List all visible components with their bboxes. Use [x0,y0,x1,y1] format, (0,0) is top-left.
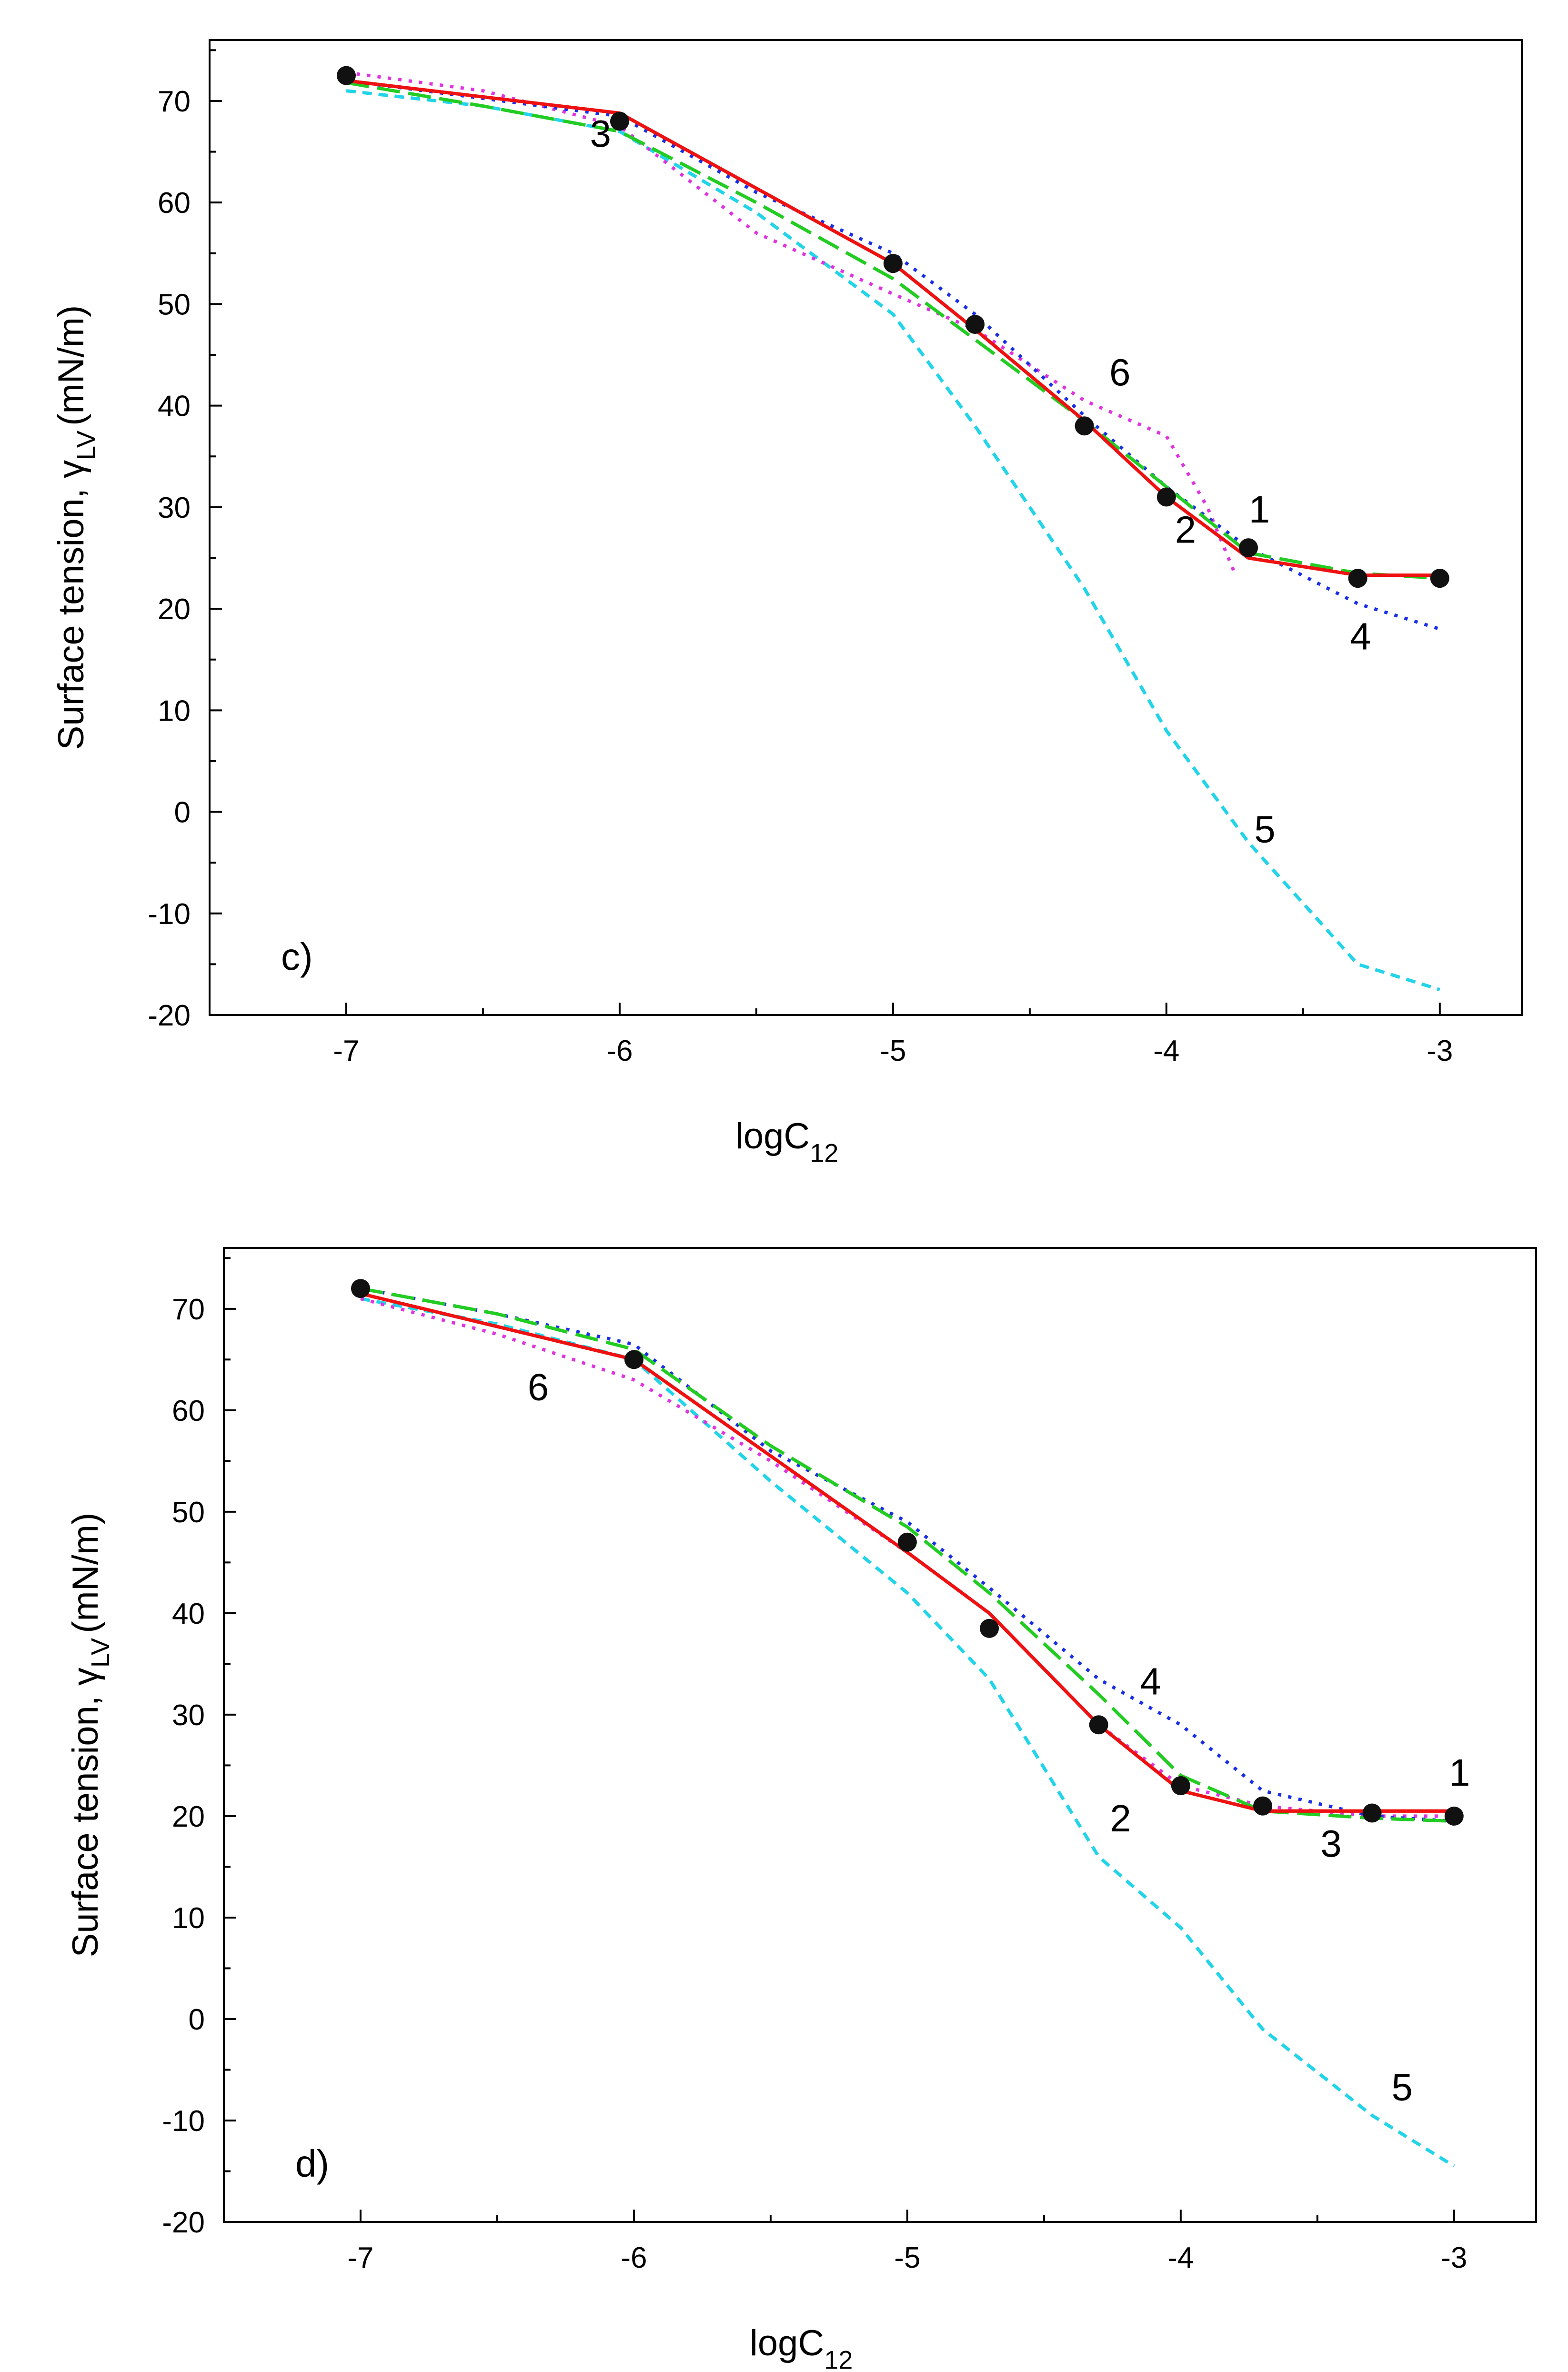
y-axis-title-subscript: LV [86,1638,115,1668]
series-1-line [344,79,1442,577]
series-label: 4 [1140,1660,1161,1702]
data-point [980,1618,999,1638]
x-tick-label: -5 [894,2241,920,2274]
plot-frame [223,1247,1537,2223]
series-label: 3 [1320,1822,1342,1865]
y-axis-title-unit: (mN/m) [65,1513,106,1633]
x-tick-label: -4 [1153,1035,1179,1067]
data-point [1239,538,1258,558]
y-tick-label: 0 [189,2003,205,2036]
data-point [1430,569,1449,588]
x-axis-title-main: logC [735,1116,810,1156]
series-3-line [360,1287,1454,1823]
data-point [1156,487,1176,507]
data-point [1362,1803,1382,1823]
series-label: 1 [1449,1751,1470,1794]
series-5-line [346,89,1440,992]
panel-c: -7 -6 -5 -4 -3706050403020100-10-20logC12Sur… [51,39,1523,1167]
data-point [336,66,356,85]
y-tick-label: 20 [158,593,191,626]
y-axis-title-main: Surface tension, γ [65,1668,106,1957]
series-6-line [360,1297,1454,1818]
data-point [1089,1715,1108,1735]
data-point [610,111,629,131]
data-point [624,1350,643,1369]
series-label: 5 [1392,2066,1413,2108]
data-point [897,1532,917,1552]
series-label: 2 [1175,508,1196,551]
y-tick-label: 50 [172,1496,205,1529]
y-tick-label: -10 [148,898,191,931]
x-tick-label: -6 [606,1035,633,1067]
data-point [1253,1796,1273,1816]
panel-d: -7 -6 -5 -4 -3706050403020100-10-20logC12Sur… [65,1247,1537,2372]
data-point [883,254,903,273]
data-point [351,1279,370,1298]
x-tick-label: -7 [347,2241,373,2274]
data-point [1444,1806,1464,1826]
x-tick-label: -3 [1441,2241,1467,2274]
y-axis-title-unit: (mN/m) [51,305,91,426]
series-label: 4 [1350,615,1371,657]
series-label: 6 [1109,351,1131,393]
series-5-line [360,1297,1455,2168]
y-tick-label: 40 [158,390,191,423]
y-tick-label: -20 [148,999,191,1032]
x-axis-title: logC12 [750,2323,853,2372]
series-4-line [360,1287,1455,1823]
x-tick-label: -4 [1167,2241,1194,2274]
series-label: 3 [590,112,612,155]
series-6-line [346,70,1236,574]
y-axis-title: Surface tension, γLV (mN/m) [65,1513,115,1958]
series-label: 1 [1249,488,1270,531]
series-label: 5 [1254,808,1276,851]
y-tick-label: 50 [158,288,191,321]
x-axis-title-subscript: 12 [810,1139,838,1167]
y-axis-title-subscript: LV [72,431,101,460]
y-tick-label: 20 [172,1800,205,1833]
x-axis-title: logC12 [735,1116,838,1167]
x-tick-label: -6 [621,2241,647,2274]
series-2-line [344,79,1442,577]
x-tick-label: -7 [333,1035,359,1067]
data-point [1075,416,1094,436]
series-label: 2 [1110,1797,1131,1839]
y-tick-label: 60 [158,187,191,220]
y-tick-label: 70 [158,85,191,118]
series-3-line [346,81,1440,580]
series-4-line [346,79,1440,631]
y-tick-label: -10 [162,2105,205,2138]
y-axis-title: Surface tension, γLV (mN/m) [51,305,101,750]
y-axis-title-main: Surface tension, γ [51,460,91,750]
data-point [1171,1776,1190,1796]
plot-frame [209,39,1523,1016]
y-tick-label: 30 [158,492,191,524]
y-tick-label: 0 [174,796,191,829]
y-tick-label: 10 [158,694,191,727]
y-tick-label: 60 [172,1395,205,1427]
panel-label: d) [295,2142,329,2185]
y-tick-label: 70 [172,1293,205,1326]
y-tick-label: 10 [172,1902,205,1935]
y-tick-label: -20 [162,2206,205,2239]
y-tick-label: 30 [172,1699,205,1732]
panel-label: c) [281,935,313,978]
data-point [965,315,985,334]
x-tick-label: -5 [880,1035,906,1067]
series-2-line [359,1292,1456,1813]
data-point [1348,569,1367,588]
x-tick-label: -3 [1427,1035,1453,1067]
series-label: 6 [528,1366,549,1408]
x-axis-title-subscript: 12 [824,2346,853,2372]
x-axis-title-main: logC [750,2323,824,2363]
y-tick-label: 40 [172,1598,205,1630]
